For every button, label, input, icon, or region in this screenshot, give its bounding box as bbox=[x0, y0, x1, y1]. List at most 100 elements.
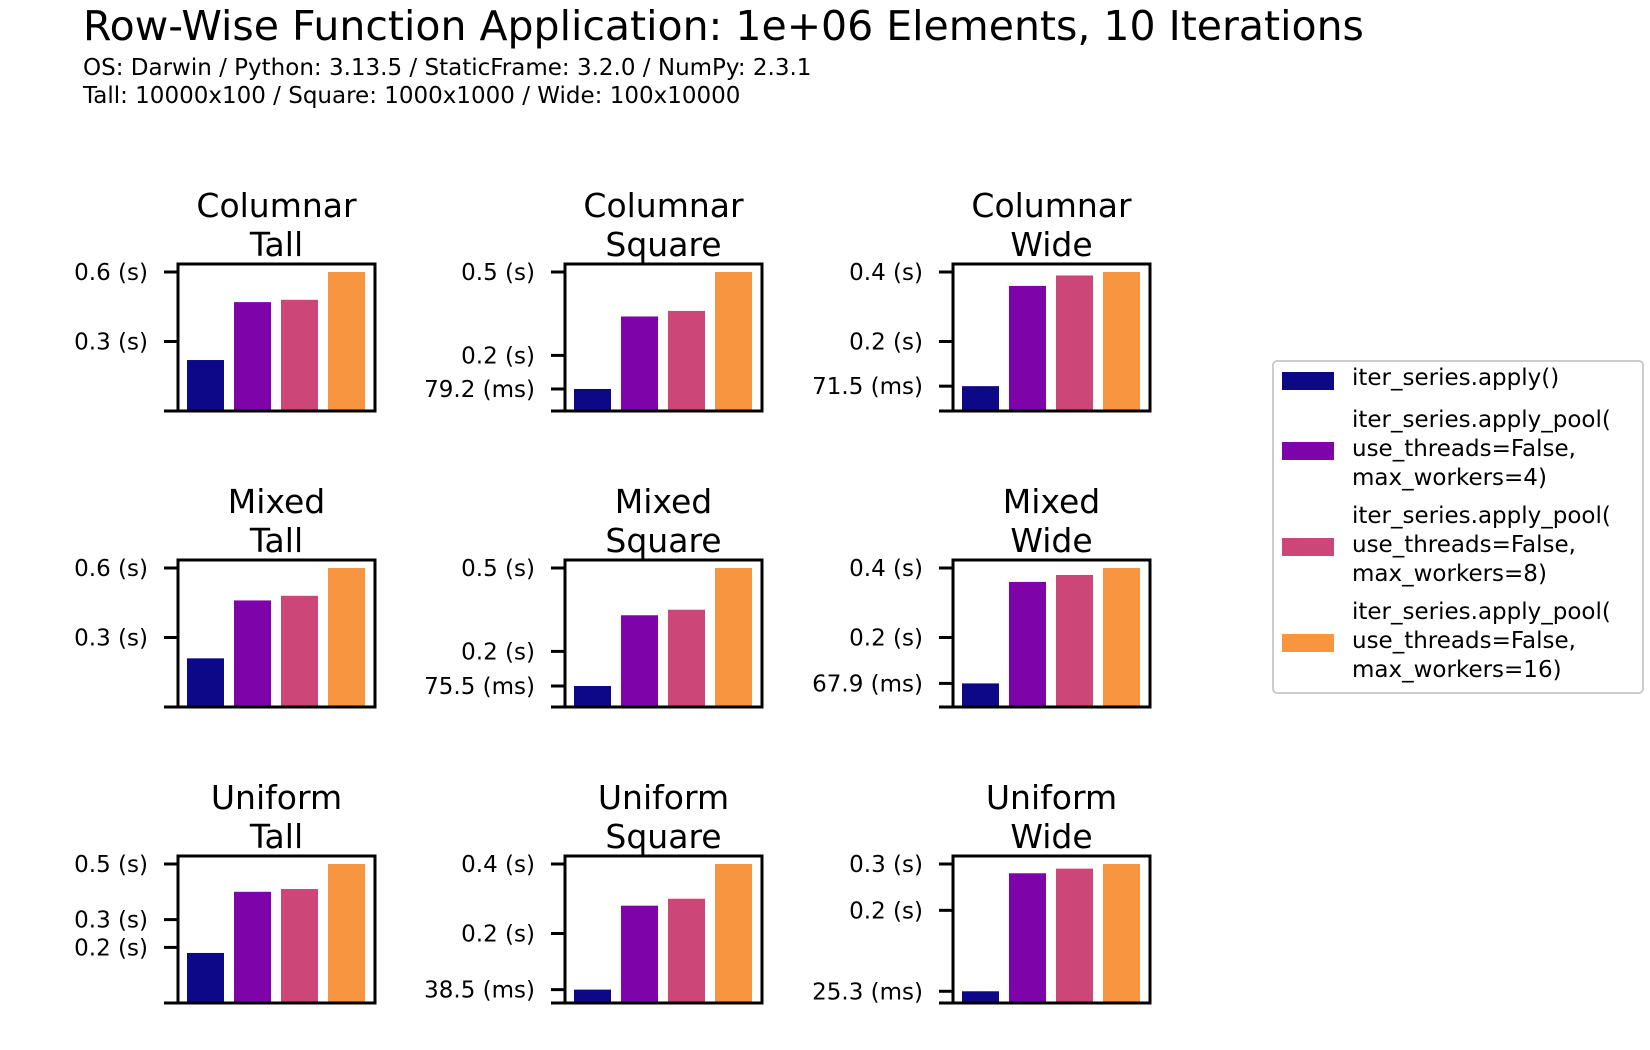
subplot-title: Square bbox=[605, 521, 721, 560]
y-tick-label: 0.2 (s) bbox=[849, 330, 923, 356]
bar bbox=[1009, 285, 1046, 411]
subplot-title: Mixed bbox=[1003, 482, 1100, 521]
bar bbox=[668, 609, 705, 707]
y-tick-label: 0.3 (s) bbox=[849, 852, 923, 878]
subplot-title: Tall bbox=[249, 521, 303, 560]
bar bbox=[621, 615, 658, 707]
axes-frame bbox=[951, 262, 1152, 413]
bar bbox=[187, 360, 224, 411]
bar bbox=[715, 272, 752, 411]
bar bbox=[715, 568, 752, 707]
bar bbox=[668, 310, 705, 411]
bar bbox=[234, 891, 271, 1003]
subplot-title: Wide bbox=[1010, 521, 1092, 560]
y-tick-label: 71.5 (ms) bbox=[812, 374, 923, 400]
subplot-title: Uniform bbox=[211, 778, 342, 817]
subplot-title: Square bbox=[605, 225, 721, 264]
bar bbox=[962, 683, 999, 707]
bar bbox=[1103, 272, 1140, 411]
y-tick-label: 0.4 (s) bbox=[849, 556, 923, 582]
y-tick-label: 79.2 (ms) bbox=[424, 377, 535, 403]
bar bbox=[962, 991, 999, 1003]
bar bbox=[1056, 275, 1093, 411]
axes-frame bbox=[563, 854, 764, 1005]
subplot-title: Square bbox=[605, 817, 721, 856]
bar bbox=[1056, 868, 1093, 1003]
subplot-title: Columnar bbox=[583, 186, 744, 225]
legend-label: iter_series.apply_pool( use_threads=Fals… bbox=[1352, 407, 1611, 491]
legend-label: iter_series.apply() bbox=[1352, 365, 1560, 391]
bar bbox=[962, 386, 999, 411]
y-tick-label: 0.4 (s) bbox=[849, 260, 923, 286]
bar bbox=[187, 952, 224, 1003]
subplot-title: Tall bbox=[249, 225, 303, 264]
legend-swatch bbox=[1282, 634, 1334, 652]
y-tick-label: 38.5 (ms) bbox=[424, 978, 535, 1004]
bar bbox=[1009, 581, 1046, 707]
legend-swatch bbox=[1282, 442, 1334, 460]
bar bbox=[281, 595, 318, 707]
axes-frame bbox=[176, 558, 377, 709]
bar bbox=[187, 658, 224, 707]
bar bbox=[574, 388, 611, 411]
bar bbox=[234, 302, 271, 411]
y-tick-label: 75.5 (ms) bbox=[424, 674, 535, 700]
bar bbox=[1009, 873, 1046, 1003]
subplot-title: Uniform bbox=[986, 778, 1117, 817]
bar bbox=[574, 686, 611, 707]
y-tick-label: 0.5 (s) bbox=[74, 852, 148, 878]
y-tick-label: 0.2 (s) bbox=[74, 935, 148, 961]
axes-frame bbox=[563, 262, 764, 413]
bar bbox=[1103, 568, 1140, 707]
y-tick-label: 25.3 (ms) bbox=[812, 979, 923, 1005]
subplot-title: Mixed bbox=[615, 482, 712, 521]
bar bbox=[281, 889, 318, 1003]
y-tick-label: 0.6 (s) bbox=[74, 556, 148, 582]
legend-label: iter_series.apply_pool( use_threads=Fals… bbox=[1352, 599, 1611, 683]
y-tick-label: 0.6 (s) bbox=[74, 260, 148, 286]
y-tick-label: 67.9 (ms) bbox=[812, 671, 923, 697]
bar bbox=[1103, 864, 1140, 1003]
axes-frame bbox=[176, 854, 377, 1005]
y-tick-label: 0.3 (s) bbox=[74, 626, 148, 652]
bar bbox=[621, 905, 658, 1003]
y-tick-label: 0.2 (s) bbox=[849, 626, 923, 652]
bar bbox=[328, 864, 365, 1003]
axes-frame bbox=[563, 558, 764, 709]
y-tick-label: 0.2 (s) bbox=[461, 343, 535, 369]
axes-frame bbox=[176, 262, 377, 413]
y-tick-label: 0.4 (s) bbox=[461, 852, 535, 878]
legend-swatch bbox=[1282, 372, 1334, 390]
y-tick-label: 0.2 (s) bbox=[849, 898, 923, 924]
y-tick-label: 0.3 (s) bbox=[74, 908, 148, 934]
y-tick-label: 0.2 (s) bbox=[461, 639, 535, 665]
y-tick-label: 0.2 (s) bbox=[461, 922, 535, 948]
legend: iter_series.apply() iter_series.apply_poo… bbox=[1272, 360, 1644, 694]
y-tick-label: 0.3 (s) bbox=[74, 330, 148, 356]
y-tick-label: 0.5 (s) bbox=[461, 260, 535, 286]
y-tick-label: 0.5 (s) bbox=[461, 556, 535, 582]
bar bbox=[621, 316, 658, 411]
subtitle-line: Tall: 10000x100 / Square: 1000x1000 / Wi… bbox=[83, 83, 741, 109]
subplot-title: Mixed bbox=[228, 482, 325, 521]
subplot-title: Columnar bbox=[971, 186, 1132, 225]
bar bbox=[234, 600, 271, 707]
bar bbox=[328, 272, 365, 411]
page-title: Row-Wise Function Application: 1e+06 Ele… bbox=[83, 2, 1364, 50]
legend-swatch bbox=[1282, 538, 1334, 556]
bar bbox=[328, 568, 365, 707]
subplot-title: Wide bbox=[1010, 225, 1092, 264]
legend-label: iter_series.apply_pool( use_threads=Fals… bbox=[1352, 503, 1611, 587]
bar bbox=[668, 898, 705, 1003]
axes-frame bbox=[951, 558, 1152, 709]
bar bbox=[281, 299, 318, 411]
subtitle-line: OS: Darwin / Python: 3.13.5 / StaticFram… bbox=[83, 55, 812, 81]
axes-frame bbox=[951, 854, 1152, 1005]
subplot-title: Tall bbox=[249, 817, 303, 856]
subplot-title: Columnar bbox=[196, 186, 357, 225]
bar bbox=[715, 864, 752, 1003]
bar bbox=[1056, 574, 1093, 707]
bar bbox=[574, 989, 611, 1003]
subplot-title: Wide bbox=[1010, 817, 1092, 856]
